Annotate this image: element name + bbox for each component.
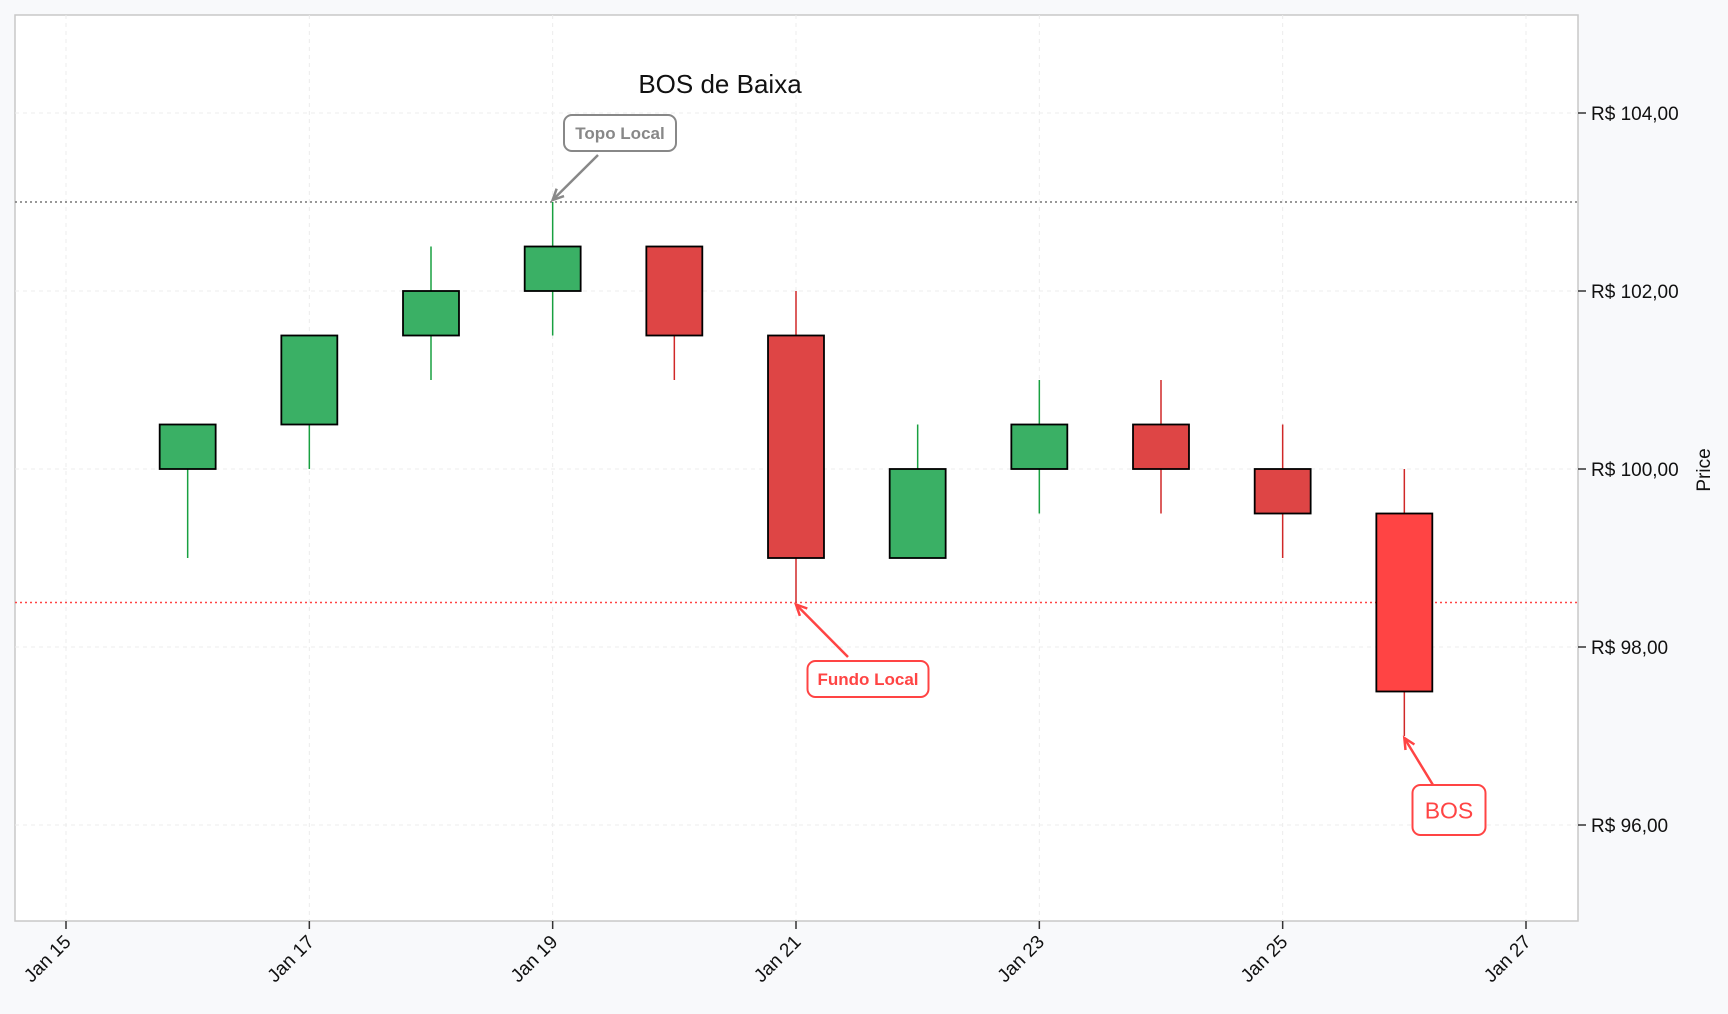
candle-body: [645, 245, 704, 337]
annotation-arrow: [1403, 737, 1435, 786]
y-tick-label: R$ 102,00: [1591, 282, 1679, 303]
candle-body: [1132, 423, 1190, 470]
chart-title: BOS de Baixa: [638, 69, 802, 99]
candle: [767, 291, 825, 603]
annotation-arrowhead: [793, 602, 808, 617]
annotation-box: [806, 660, 930, 698]
candles: [158, 202, 1434, 736]
annotation-arrowhead: [1402, 735, 1416, 751]
candle-body: [158, 423, 217, 470]
candle: [645, 245, 704, 380]
y-tick-label: R$ 96,00: [1591, 816, 1668, 837]
candle-body: [523, 245, 582, 292]
annotation-box: [1411, 784, 1487, 836]
candle: [1253, 424, 1312, 558]
y-tick-label: R$ 98,00: [1591, 638, 1668, 659]
annotation-arrow: [551, 154, 599, 201]
grid-lines: [15, 15, 1578, 921]
candle-body: [1010, 423, 1069, 470]
annotation-label: Fundo Local: [817, 670, 918, 689]
candle-body: [888, 468, 947, 559]
annotation-label: BOS: [1425, 797, 1474, 823]
candle: [1132, 380, 1190, 514]
candle: [523, 202, 582, 336]
candle-body: [402, 290, 460, 337]
candle: [280, 334, 339, 469]
annotations: Topo Local Fundo Local BOS: [550, 114, 1487, 836]
candle: [1375, 469, 1434, 736]
candle: [888, 424, 947, 559]
candle: [158, 423, 217, 558]
annotation-box: [563, 114, 677, 152]
candle-body: [280, 334, 339, 426]
y-tick-label: R$ 100,00: [1591, 460, 1679, 481]
candle-body: [1253, 468, 1312, 515]
candle: [1010, 380, 1069, 514]
candle-body: [767, 334, 825, 559]
y-tick-label: R$ 104,00: [1591, 104, 1679, 125]
candle: [402, 246, 460, 380]
candle-body: [1375, 512, 1434, 693]
annotation-label: Topo Local: [575, 124, 664, 143]
annotation-arrowhead: [550, 188, 565, 203]
annotation-arrow: [795, 603, 849, 658]
y-axis-label: Price: [1694, 448, 1715, 491]
